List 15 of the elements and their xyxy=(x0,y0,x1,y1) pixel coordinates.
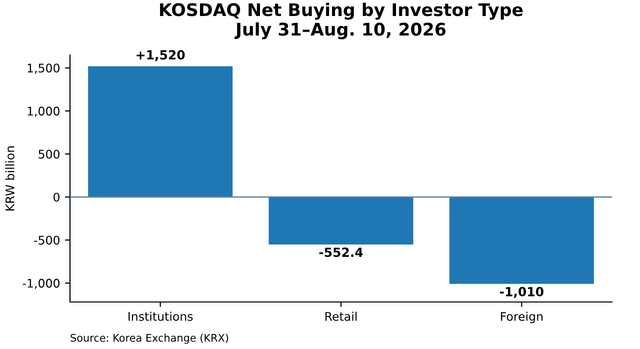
x-tick-label: Foreign xyxy=(500,312,543,324)
chart-title: KOSDAQ Net Buying by Investor Type July 31–Aug. 10, 2026 xyxy=(160,2,523,40)
y-tick-label: -500 xyxy=(34,236,60,245)
data-label: -1,010 xyxy=(500,286,544,298)
y-tick-label: 1,500 xyxy=(28,64,60,74)
y-tick-label: 1,000 xyxy=(28,106,60,117)
x-tick-label: Retail xyxy=(325,312,357,321)
y-tick-label: -1,000 xyxy=(22,278,60,289)
data-label: +1,520 xyxy=(136,50,185,62)
y-axis-title: KRW billion xyxy=(5,146,14,210)
y-tick-label: 500 xyxy=(38,150,60,159)
y-tick-label: 0 xyxy=(54,192,60,202)
data-label: -552.4 xyxy=(319,248,363,257)
source-note: Source: Korea Exchange (KRX) xyxy=(70,334,228,344)
x-tick-label: Institutions xyxy=(128,312,193,321)
